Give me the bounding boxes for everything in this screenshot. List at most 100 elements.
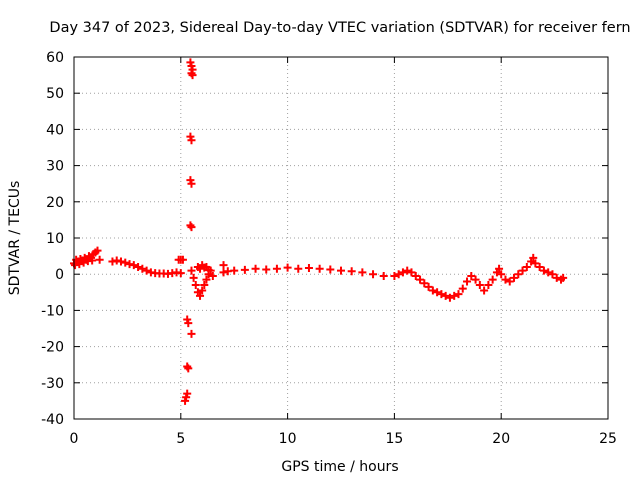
data-point bbox=[529, 253, 538, 262]
data-point bbox=[196, 291, 205, 300]
y-tick-label: -10 bbox=[41, 303, 64, 319]
data-point bbox=[129, 261, 138, 270]
data-point bbox=[403, 266, 412, 275]
data-point bbox=[475, 281, 484, 290]
data-point bbox=[548, 270, 557, 279]
y-tick-label: 20 bbox=[46, 195, 64, 211]
x-tick-label: 0 bbox=[70, 431, 79, 447]
data-point bbox=[416, 275, 425, 284]
y-tick-label: -20 bbox=[41, 340, 64, 356]
data-point bbox=[394, 270, 403, 279]
data-point bbox=[71, 261, 80, 270]
axis-ticks bbox=[73, 56, 609, 420]
data-point bbox=[454, 290, 463, 299]
data-point bbox=[510, 273, 519, 282]
data-point bbox=[79, 258, 88, 267]
data-point bbox=[125, 260, 134, 269]
data-point bbox=[189, 273, 198, 282]
data-point bbox=[433, 288, 442, 297]
data-point bbox=[183, 389, 192, 398]
data-point bbox=[219, 268, 228, 277]
data-point bbox=[181, 396, 190, 405]
data-point bbox=[176, 269, 185, 278]
data-point bbox=[95, 255, 104, 264]
y-tick-label: 50 bbox=[46, 86, 64, 102]
data-point bbox=[204, 265, 213, 274]
data-point bbox=[539, 266, 548, 275]
data-point bbox=[187, 266, 196, 275]
y-tick-label: -30 bbox=[41, 376, 64, 392]
data-point bbox=[347, 267, 356, 276]
data-point bbox=[262, 265, 271, 274]
data-point bbox=[178, 255, 187, 264]
data-point bbox=[458, 284, 467, 293]
data-point bbox=[200, 281, 209, 290]
data-point bbox=[390, 272, 399, 281]
data-point bbox=[559, 273, 568, 282]
data-point bbox=[420, 279, 429, 288]
data-point bbox=[187, 136, 196, 145]
data-point bbox=[480, 286, 489, 295]
data-point bbox=[488, 275, 497, 284]
data-point bbox=[445, 293, 454, 302]
data-point bbox=[522, 262, 531, 271]
data-point bbox=[450, 291, 459, 300]
data-point bbox=[202, 275, 211, 284]
y-tick-label: -40 bbox=[41, 412, 64, 428]
x-tick-label: 25 bbox=[599, 431, 617, 447]
data-point bbox=[283, 263, 292, 272]
x-tick-label: 15 bbox=[385, 431, 403, 447]
data-point bbox=[294, 264, 303, 273]
chart-title: Day 347 of 2023, Sidereal Day-to-day VTE… bbox=[49, 20, 630, 36]
data-point bbox=[437, 290, 446, 299]
data-point bbox=[304, 264, 313, 273]
data-point bbox=[428, 286, 437, 295]
data-point bbox=[88, 256, 97, 265]
grid bbox=[74, 57, 608, 419]
data-point bbox=[219, 261, 228, 270]
y-tick-label: 30 bbox=[46, 159, 64, 175]
data-point bbox=[407, 268, 416, 277]
data-point bbox=[121, 258, 130, 267]
data-point bbox=[93, 246, 102, 255]
y-tick-label: 40 bbox=[46, 122, 64, 138]
data-point bbox=[75, 260, 84, 269]
data-point bbox=[240, 265, 249, 274]
data-point bbox=[326, 265, 335, 274]
data-point bbox=[398, 268, 407, 277]
data-point bbox=[497, 270, 506, 279]
data-point bbox=[463, 277, 472, 286]
data-point bbox=[108, 257, 117, 266]
data-point bbox=[187, 329, 196, 338]
data-point bbox=[505, 277, 514, 286]
data-point bbox=[142, 266, 151, 275]
data-point bbox=[138, 264, 147, 273]
data-point bbox=[467, 272, 476, 281]
data-point bbox=[531, 259, 540, 268]
data-points bbox=[70, 58, 568, 405]
data-point bbox=[514, 270, 523, 279]
x-tick-label: 10 bbox=[279, 431, 297, 447]
data-point bbox=[424, 282, 433, 291]
y-axis-title: SDTVAR / TECUs bbox=[7, 181, 23, 296]
data-point bbox=[501, 275, 510, 284]
data-point bbox=[535, 262, 544, 271]
data-point bbox=[484, 281, 493, 290]
y-tick-label: 10 bbox=[46, 231, 64, 247]
data-point bbox=[369, 270, 378, 279]
data-point bbox=[116, 257, 125, 266]
data-point bbox=[544, 268, 553, 277]
data-point bbox=[184, 364, 193, 373]
data-point bbox=[208, 272, 217, 281]
data-point bbox=[518, 266, 527, 275]
data-point bbox=[272, 264, 281, 273]
x-tick-label: 5 bbox=[176, 431, 185, 447]
y-tick-label: 60 bbox=[46, 50, 64, 66]
data-point bbox=[315, 264, 324, 273]
data-point bbox=[191, 281, 200, 290]
data-point bbox=[134, 262, 143, 271]
data-point bbox=[230, 266, 239, 275]
data-point bbox=[251, 264, 260, 273]
x-tick-label: 20 bbox=[492, 431, 510, 447]
